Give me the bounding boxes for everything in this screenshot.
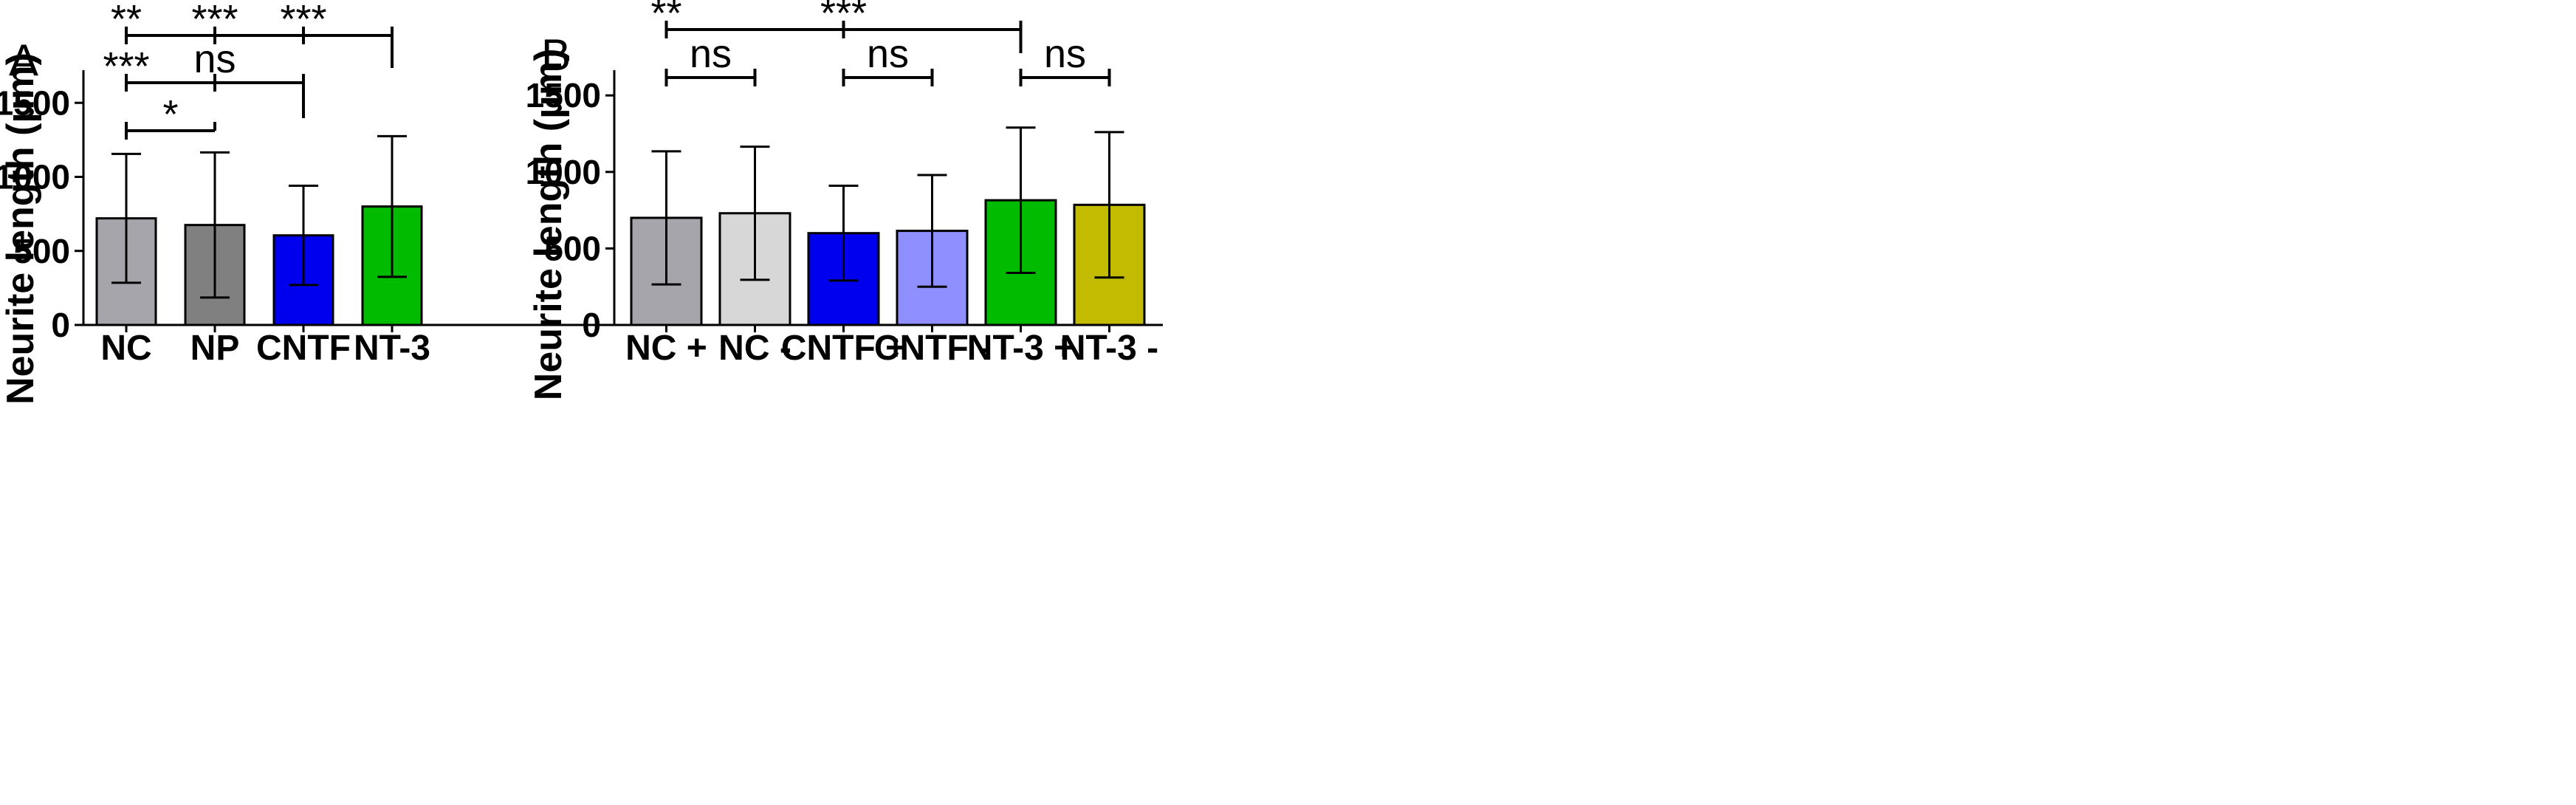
panel-a-x-label-nc: NC xyxy=(100,329,151,368)
panel-b-letter: B xyxy=(541,30,571,80)
panel-b-y-axis-title: Neurite length (μm) xyxy=(527,49,570,401)
panel-b-x-label-cntf: CNTF + xyxy=(781,329,906,368)
panel-b-error-bar-nt-3 xyxy=(1006,126,1036,332)
panel-b-sig-label: ** xyxy=(650,0,681,35)
panel-b-error-bar-cntf xyxy=(828,184,859,332)
panel-b-x-label-nc: NC + xyxy=(625,329,707,368)
panel-a-significance-nc-vs-nt-3: ** *** *** xyxy=(111,0,394,68)
panel-b-sig-label: ns xyxy=(867,32,909,76)
panel-a-y-tick-label-0: 0 xyxy=(51,306,70,344)
panel-b-x-label-nt-3: NT-3 + xyxy=(967,329,1074,368)
panel-a-error-bar-nc xyxy=(111,152,141,332)
panel-b-significance-nc-vs-nt-3: ** *** xyxy=(650,0,1023,53)
panel-a-y-axis-title: Neurite length (μm) xyxy=(0,52,42,405)
panel-a-y-tick-label-1000: 1000 xyxy=(0,158,70,196)
panel-b-significance-nc-vs-nc: ns xyxy=(664,32,757,86)
panel-a-x-label-np: NP xyxy=(190,329,240,368)
panel-a-sig-label: *** xyxy=(103,44,149,89)
panel-a-sig-label: *** xyxy=(280,0,326,41)
panel-b-error-bar-cntf xyxy=(917,174,947,332)
panel-a-x-label-nt-3: NT-3 xyxy=(354,329,430,368)
panel-a-x-label-cntf: CNTF xyxy=(256,329,351,368)
panel-a-sig-label: * xyxy=(162,92,178,137)
panel-b-y-tick-label-1500: 1500 xyxy=(526,76,601,114)
panel-a-error-bar-nt-3 xyxy=(377,134,407,332)
panel-b-x-label-nc: NC - xyxy=(718,329,791,368)
panel-b-significance-nt-3-vs-nt-3: ns xyxy=(1019,32,1111,86)
panel-b-error-bar-nc xyxy=(651,150,681,332)
panel-b-significance-cntf-vs-cntf: ns xyxy=(842,32,934,86)
panel-b-error-bar-nt-3 xyxy=(1094,131,1124,332)
panel-a-y-tick-label-500: 500 xyxy=(13,232,70,270)
panel-a-sig-label: *** xyxy=(191,0,238,41)
panel-a-y-tick-label-1500: 1500 xyxy=(0,83,70,122)
panel-b-x-label-nt-3: NT-3 - xyxy=(1060,329,1158,368)
panel-b-y-tick-label-0: 0 xyxy=(582,306,601,344)
panel-b-sig-label: ns xyxy=(690,32,732,76)
panel-a-significance-nc-vs-np: * xyxy=(125,92,216,140)
panel-b-y-tick-label-500: 500 xyxy=(544,229,601,267)
panel-a-significance-nc-vs-cntf: *** ns xyxy=(103,37,305,118)
panel-a-error-bar-cntf xyxy=(289,185,318,332)
panel-a-sig-label: ** xyxy=(111,0,142,41)
panel-b-sig-label: ns xyxy=(1044,32,1086,76)
panel-b-y-tick-label-1000: 1000 xyxy=(526,153,601,191)
panel-b-x-label-cntf: CNTF - xyxy=(874,329,990,368)
panel-a-letter: A xyxy=(9,35,38,85)
panel-a-error-bar-np xyxy=(200,151,230,332)
panel-b-sig-label: *** xyxy=(820,0,867,35)
panel-b-error-bar-nc xyxy=(740,145,770,332)
